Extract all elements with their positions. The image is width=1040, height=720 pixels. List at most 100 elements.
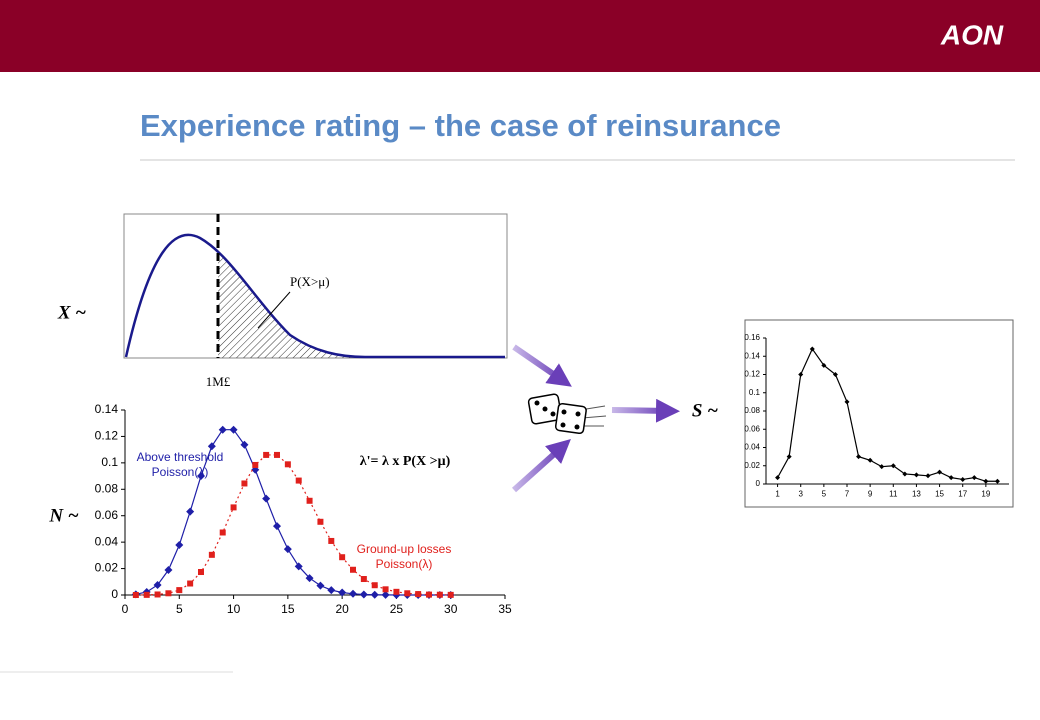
point bbox=[241, 480, 248, 487]
point bbox=[229, 425, 238, 434]
y-tick-label: 0.08 bbox=[744, 406, 760, 415]
arrow bbox=[512, 344, 572, 387]
y-tick-label: 0.04 bbox=[95, 534, 119, 548]
point bbox=[436, 591, 443, 598]
point bbox=[359, 590, 368, 599]
point bbox=[328, 537, 335, 544]
point bbox=[132, 592, 139, 598]
point bbox=[960, 476, 966, 482]
point bbox=[187, 580, 194, 587]
severity-frame bbox=[123, 213, 508, 359]
y-tick-label: 0.14 bbox=[744, 351, 760, 360]
point bbox=[230, 504, 237, 511]
point bbox=[316, 581, 325, 590]
tail-area bbox=[218, 251, 505, 358]
point bbox=[327, 586, 336, 595]
y-tick-label: 0.1 bbox=[101, 455, 118, 469]
point bbox=[252, 461, 259, 468]
point bbox=[143, 591, 150, 598]
point bbox=[844, 399, 850, 405]
point bbox=[994, 478, 1000, 484]
point bbox=[404, 590, 411, 597]
point bbox=[198, 569, 204, 576]
point bbox=[262, 494, 271, 503]
point bbox=[164, 566, 173, 575]
y-tick-label: 0.1 bbox=[749, 388, 761, 397]
point bbox=[382, 586, 389, 593]
point bbox=[186, 507, 195, 516]
point bbox=[153, 580, 162, 589]
logo: AON bbox=[940, 19, 1004, 50]
x-tick-label: 25 bbox=[390, 602, 404, 616]
point bbox=[370, 590, 379, 599]
point bbox=[208, 551, 215, 558]
point bbox=[339, 554, 346, 561]
point bbox=[371, 582, 378, 589]
x-tick-label: 30 bbox=[444, 602, 458, 616]
y-tick-label: 0.04 bbox=[744, 443, 760, 452]
point bbox=[832, 372, 838, 377]
y-tick-label: 0.06 bbox=[95, 508, 119, 522]
series-label: Above threshold Poisson(λ) bbox=[136, 450, 224, 479]
point bbox=[867, 457, 873, 463]
x-tick-label: 9 bbox=[868, 489, 873, 498]
point bbox=[176, 587, 183, 594]
point bbox=[879, 464, 885, 470]
leader bbox=[257, 291, 291, 329]
point bbox=[415, 591, 422, 598]
x-tick-label: 35 bbox=[498, 602, 512, 616]
dice-icon bbox=[527, 393, 607, 435]
point bbox=[207, 442, 216, 451]
x-tick-label: 10 bbox=[227, 602, 241, 616]
point bbox=[360, 576, 367, 583]
x-tick-label: 0 bbox=[122, 602, 129, 616]
point bbox=[902, 471, 908, 477]
point bbox=[786, 454, 792, 460]
x-tick-label: 3 bbox=[798, 489, 803, 498]
point bbox=[283, 545, 292, 554]
point bbox=[809, 346, 815, 352]
point bbox=[273, 522, 281, 531]
point bbox=[240, 440, 249, 449]
x-tick-label: 15 bbox=[281, 602, 295, 616]
y-tick-label: 0 bbox=[111, 587, 118, 601]
point bbox=[306, 497, 313, 504]
point bbox=[284, 461, 291, 468]
point bbox=[219, 529, 226, 536]
y-tick-label: 0.16 bbox=[744, 333, 760, 342]
x-tick-label: 11 bbox=[889, 489, 898, 498]
point bbox=[154, 591, 161, 598]
point bbox=[798, 372, 804, 377]
point bbox=[925, 473, 931, 479]
x-tick-label: 19 bbox=[981, 489, 990, 498]
point bbox=[165, 590, 172, 597]
y-tick-label: 0.06 bbox=[744, 424, 760, 433]
point bbox=[948, 475, 954, 481]
header-bar bbox=[0, 0, 1040, 72]
point bbox=[937, 469, 943, 475]
point bbox=[913, 472, 919, 478]
point bbox=[983, 478, 989, 484]
arrow bbox=[511, 438, 571, 493]
point bbox=[393, 588, 400, 595]
slide-title: Experience rating – the case of reinsura… bbox=[140, 108, 781, 143]
lambda-annotation: λ'= λ x P(X >μ) bbox=[360, 454, 451, 469]
x-tick-label: 20 bbox=[335, 602, 349, 616]
point bbox=[294, 562, 303, 571]
y-tick-label: 0.12 bbox=[95, 429, 119, 443]
x-tick-label: 15 bbox=[935, 489, 944, 498]
point bbox=[349, 589, 357, 598]
x-tick-label: 5 bbox=[822, 489, 827, 498]
y-tick-label: 0 bbox=[756, 479, 761, 488]
y-tick-label: 0.02 bbox=[744, 461, 760, 470]
s-label: S ~ bbox=[692, 400, 718, 421]
n-label: N ~ bbox=[48, 505, 78, 526]
point bbox=[295, 477, 302, 484]
point bbox=[263, 451, 270, 458]
point bbox=[775, 475, 781, 481]
y-tick-label: 0.08 bbox=[95, 481, 119, 495]
point bbox=[890, 463, 896, 469]
point bbox=[447, 591, 454, 598]
series-label: Ground-up losses Poisson(λ) bbox=[356, 542, 452, 571]
